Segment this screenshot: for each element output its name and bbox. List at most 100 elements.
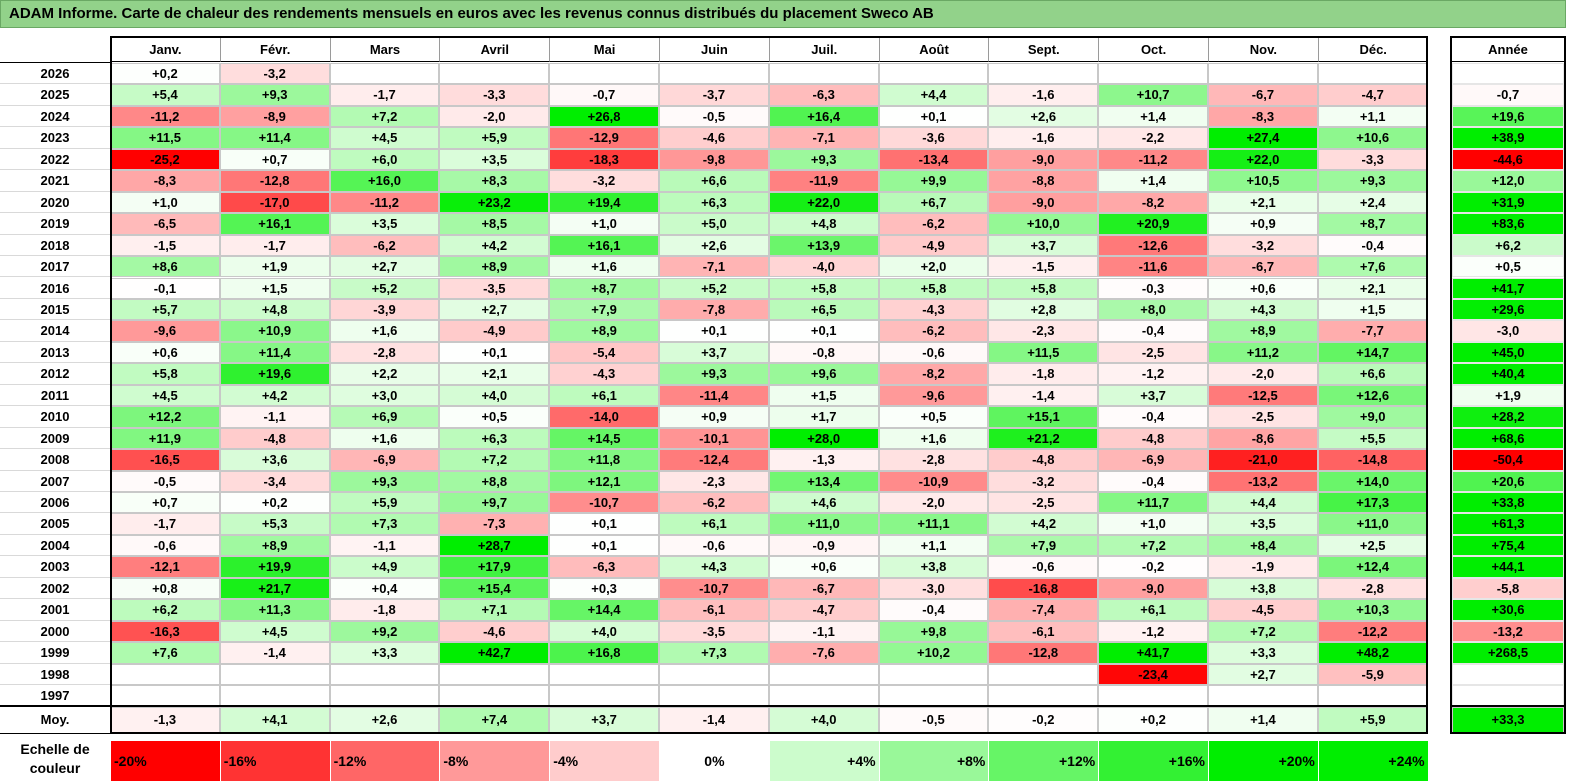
heatmap-cell: +19,6 [219,363,330,385]
heatmap-cell: +4,0 [549,620,659,643]
heatmap-cell: -10,9 [878,470,989,492]
average-cell: +2,6 [329,707,440,733]
annual-cell: +33,8 [1452,492,1564,514]
heatmap-cell: -18,3 [549,148,659,171]
annual-cell: +12,0 [1452,170,1564,192]
heatmap-cell [988,63,1099,85]
year-label: 2010 [0,406,110,428]
heatmap-cell: +11,4 [219,341,330,364]
heatmap-cell: +2,0 [878,256,989,278]
heatmap-cell: +16,8 [549,642,659,664]
heatmap-cell: +3,3 [1208,642,1318,664]
year-label: 2000 [0,621,110,643]
color-scale-step: +4% [768,741,879,781]
heatmap-cell: +0,5 [878,406,989,428]
color-scale-step: +20% [1208,741,1318,781]
heatmap-cell: +15,4 [439,577,550,600]
heatmap-cell: +7,9 [549,298,659,321]
heatmap-cell: +6,6 [1317,363,1428,385]
heatmap-cell: -0,7 [549,84,659,106]
heatmap-cell: +0,3 [549,577,659,600]
heatmap-cell: +11,2 [1208,341,1318,364]
heatmap-cell [439,63,550,85]
heatmap-cell: +0,1 [439,341,550,364]
heatmap-cell: +17,3 [1317,492,1428,514]
heatmap-cell: -23,4 [1098,663,1208,686]
heatmap-cell: -1,6 [988,84,1099,106]
year-label: 2005 [0,513,110,535]
heatmap-cell: +0,1 [549,534,659,557]
annual-cell: +268,5 [1452,642,1564,664]
heatmap-cell: +11,3 [219,599,330,621]
heatmap-cell: -6,7 [1208,84,1318,106]
heatmap-cell: -2,0 [439,105,550,128]
heatmap-cell: -7,1 [768,127,879,149]
heatmap-cell: +10,2 [878,642,989,664]
heatmap-cell: +1,4 [1098,170,1208,192]
heatmap-cell: +15,1 [988,406,1099,428]
heatmap-cell: +7,2 [1208,620,1318,643]
heatmap-cell: +1,0 [1098,513,1208,535]
heatmap-cell: +19,9 [219,556,330,578]
heatmap-cell: -17,0 [219,191,330,214]
heatmap-cell: -1,6 [988,127,1099,149]
year-label: 2019 [0,213,110,235]
heatmap-cell: -12,6 [1098,234,1208,257]
heatmap-cell: -8,3 [1208,105,1318,128]
heatmap-cell: -12,2 [1317,620,1428,643]
heatmap-cell: +6,5 [768,298,879,321]
year-label: 2012 [0,363,110,385]
heatmap-cell [768,685,879,707]
heatmap-cell: +8,8 [439,470,550,492]
heatmap-cell: +4,9 [329,556,440,578]
heatmap-cell: +12,6 [1317,384,1428,407]
heatmap-cell: +5,8 [110,363,220,385]
heatmap-cell: -4,6 [659,127,769,149]
heatmap-cell: +4,8 [768,213,879,235]
annual-cell: +0,5 [1452,256,1564,278]
annual-cell: +20,6 [1452,470,1564,492]
heatmap-cell: +8,7 [1317,213,1428,235]
heatmap-cell: -3,3 [439,84,550,106]
heatmap-cell: +4,4 [878,84,989,106]
heatmap-cell [329,663,440,686]
annual-cell: +83,6 [1452,213,1564,235]
heatmap-cell: +5,3 [219,513,330,535]
heatmap-cell [1098,685,1208,707]
heatmap-cell: -3,3 [1317,148,1428,171]
year-label: 1997 [0,685,110,707]
annual-cell: +40,4 [1452,363,1564,385]
heatmap-cell: -0,6 [659,534,769,557]
heatmap-cell: +21,2 [988,427,1099,450]
color-scale-step: -20% [110,741,220,781]
heatmap-cell: +7,3 [329,513,440,535]
heatmap-cell: +4,5 [219,620,330,643]
heatmap-cell: +4,4 [1208,492,1318,514]
average-separator-annual [1450,705,1566,707]
heatmap-cell: -0,4 [1317,234,1428,257]
heatmap-cell: -3,2 [219,63,330,85]
year-label: 2018 [0,235,110,257]
heatmap-cell: -16,8 [988,577,1099,600]
heatmap-cell: +0,5 [439,406,550,428]
heatmap-cell: -0,4 [1098,406,1208,428]
heatmap-cell: -13,2 [1208,470,1318,492]
chart-title: ADAM Informe. Carte de chaleur des rende… [9,5,934,22]
heatmap-cell: +5,9 [439,127,550,149]
year-label: 1999 [0,642,110,664]
average-cell: +3,7 [549,707,659,733]
heatmap-cell: +20,9 [1098,213,1208,235]
heatmap-cell: +5,5 [1317,427,1428,450]
heatmap-cell: +1,0 [110,191,220,214]
annual-header: Année [1452,37,1564,62]
heatmap-cell: -6,9 [1098,449,1208,471]
heatmap-cell: +5,0 [659,213,769,235]
heatmap-cell: +6,3 [439,427,550,450]
heatmap-cell: -6,2 [659,492,769,514]
heatmap-cell: +23,2 [439,191,550,214]
heatmap-cell: +2,7 [1208,663,1318,686]
heatmap-cell [110,685,220,707]
heatmap-cell: +4,2 [988,513,1099,535]
heatmap-cell: -25,2 [110,148,220,171]
heatmap-cell: +1,5 [219,277,330,299]
